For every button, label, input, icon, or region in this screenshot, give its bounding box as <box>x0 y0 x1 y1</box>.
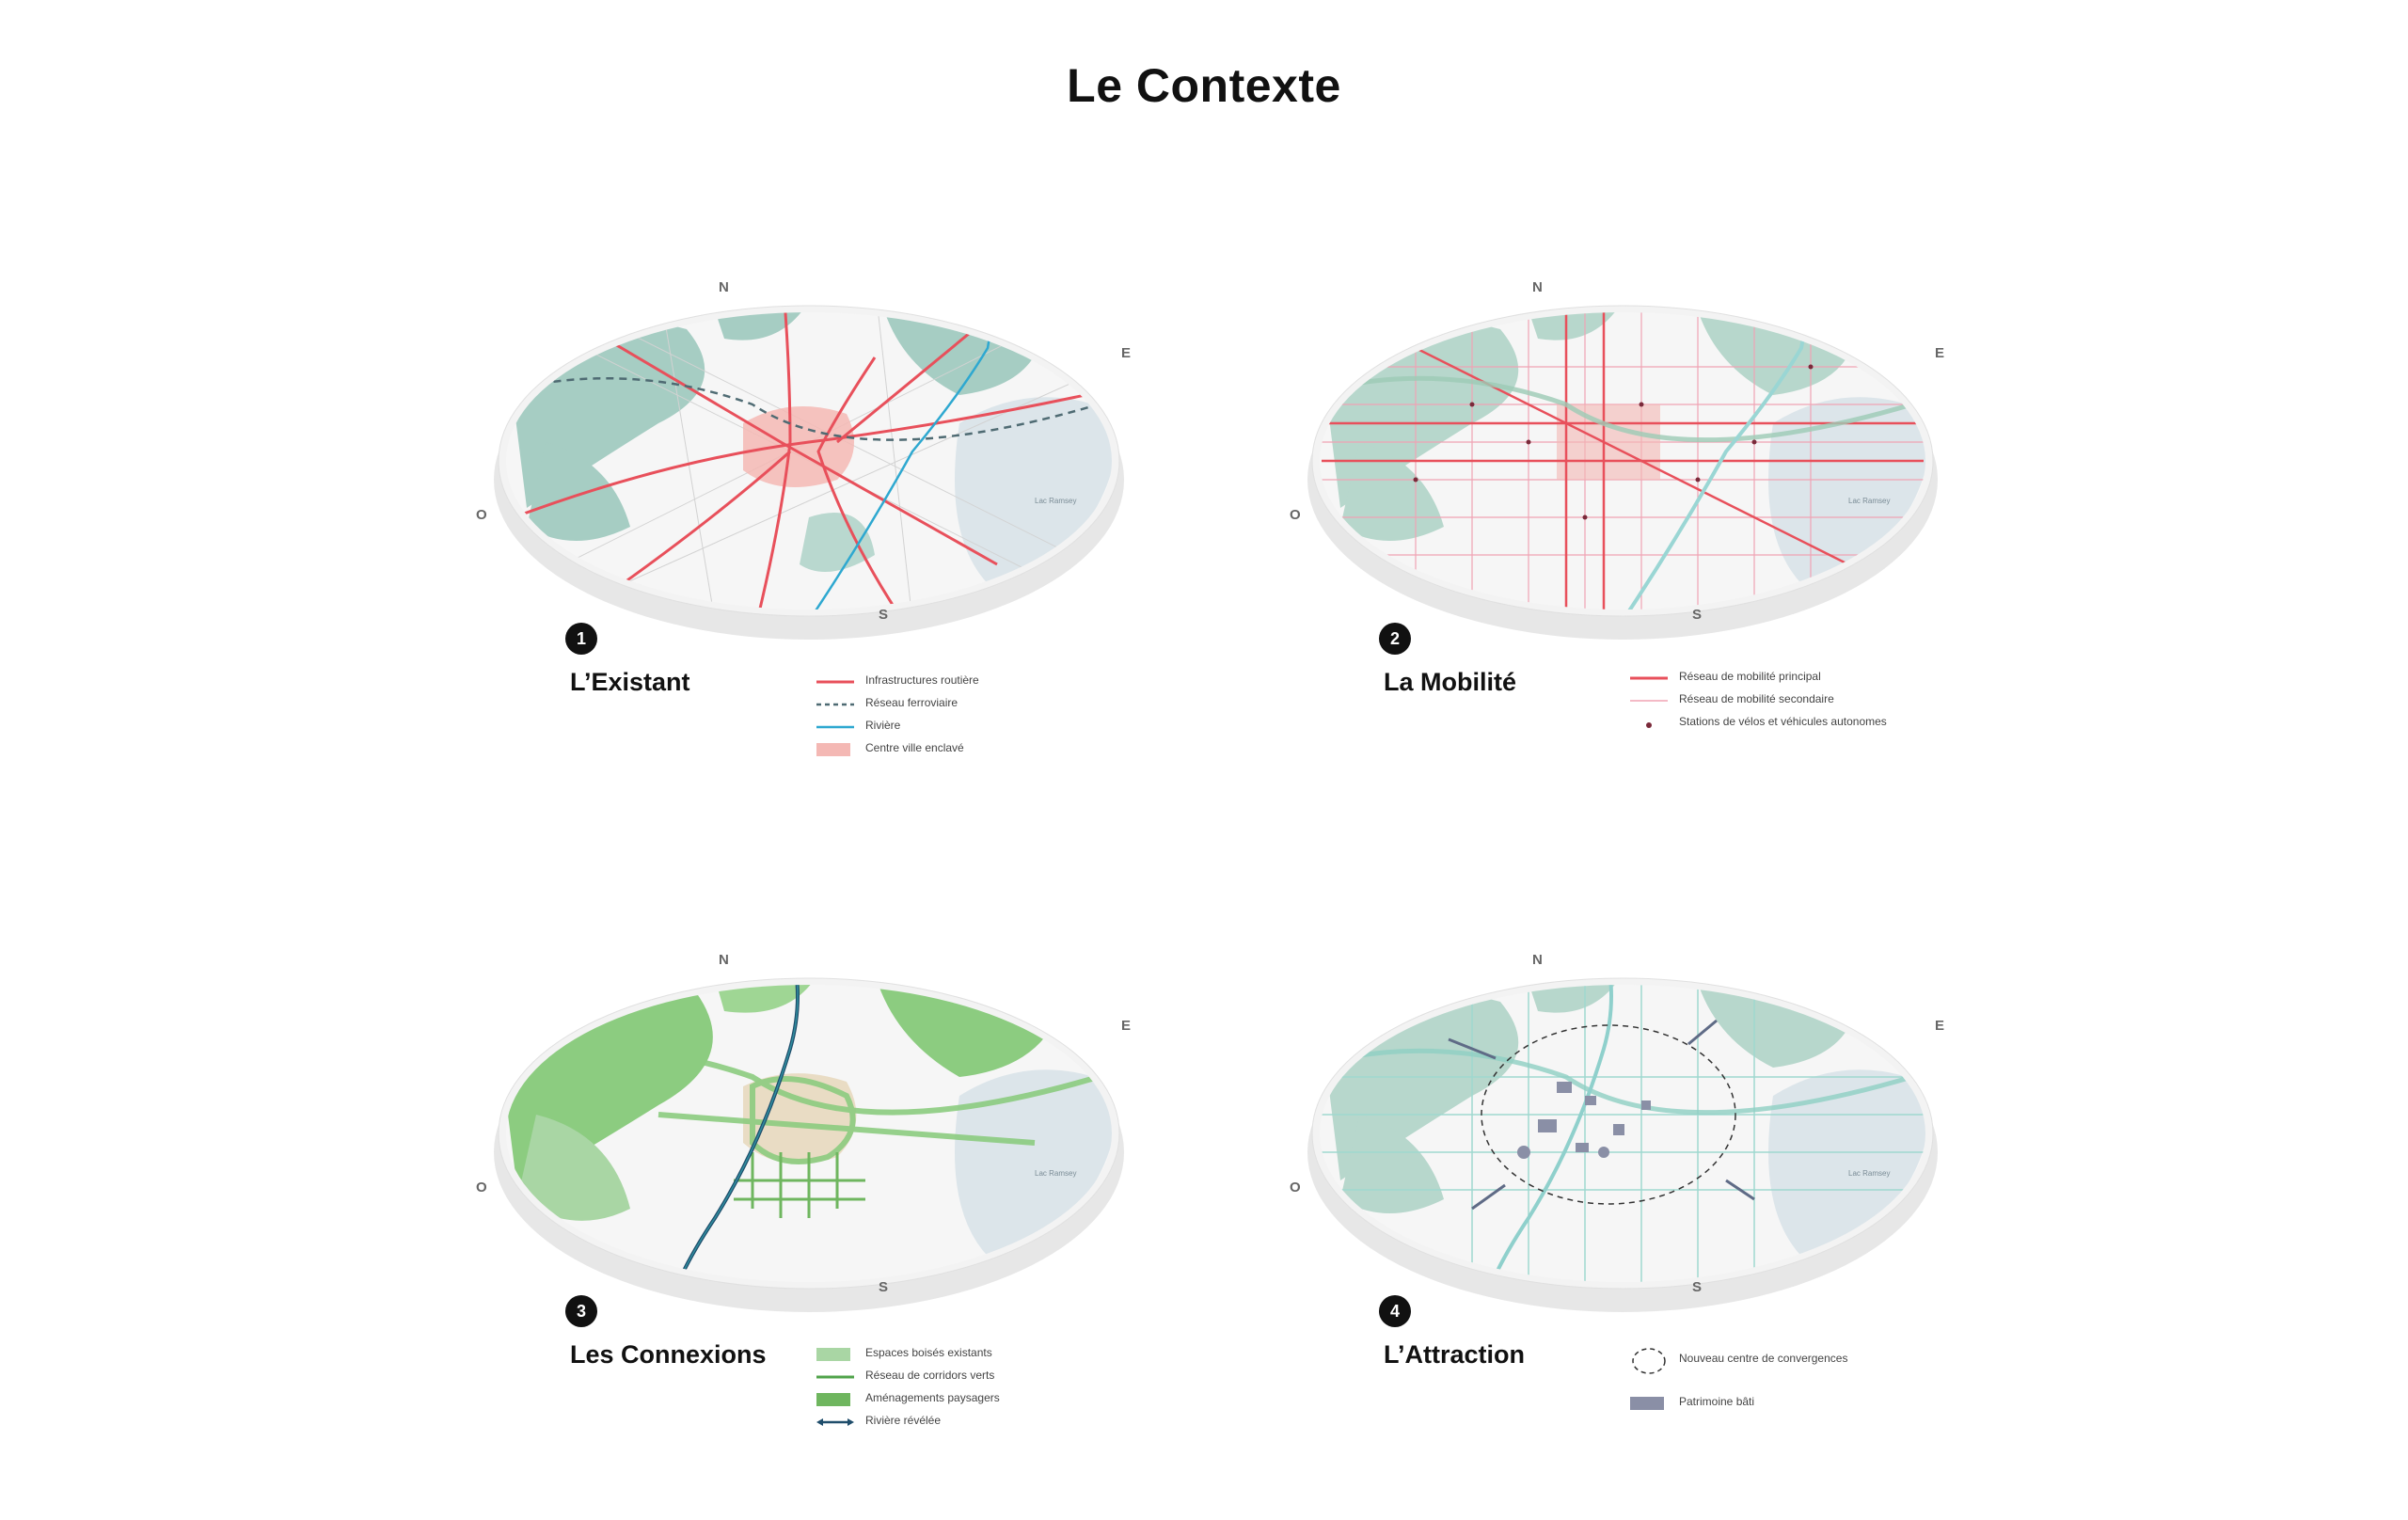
compass-s: S <box>879 607 888 623</box>
panel-number: 4 <box>1379 1295 1411 1327</box>
lake-label: Lac Ramsey <box>1848 1169 1890 1178</box>
line-swatch <box>816 725 854 729</box>
compass-o: O <box>1290 507 1301 523</box>
fill-swatch <box>816 743 850 756</box>
compass-s: S <box>1692 1279 1702 1295</box>
compass-n: N <box>719 279 729 295</box>
line-swatch <box>816 680 854 684</box>
compass-s: S <box>879 1279 888 1295</box>
compass-e: E <box>1121 1018 1131 1034</box>
compass-e: E <box>1935 1018 1944 1034</box>
compass-o: O <box>476 1180 487 1195</box>
map-mobilite: Lac Ramsey N E S O <box>1290 279 1944 640</box>
compass-s: S <box>1692 607 1702 623</box>
panel-mobilite: Lac Ramsey N E S O 2 La Mobilité Réseau … <box>1284 226 2225 828</box>
panel-attraction: Lac Ramsey N E S O 4 L’Attraction Nouvea… <box>1284 898 2225 1500</box>
dot-swatch <box>1646 722 1652 728</box>
lake-label: Lac Ramsey <box>1035 1169 1076 1178</box>
fill-swatch <box>1630 1397 1664 1410</box>
double-arrow-swatch <box>816 1418 854 1426</box>
fill-swatch <box>816 1393 850 1406</box>
dashed-circle-swatch <box>1632 1348 1666 1374</box>
panel-title: La Mobilité <box>1384 668 1516 696</box>
lake-label: Lac Ramsey <box>1848 497 1890 505</box>
panel-number: 2 <box>1379 623 1411 655</box>
panel-title: L’Existant <box>570 668 690 696</box>
compass-e: E <box>1121 345 1131 361</box>
compass-e: E <box>1935 345 1944 361</box>
page-title: Le Contexte <box>1067 59 1341 112</box>
compass-o: O <box>1290 1180 1301 1195</box>
compass-n: N <box>1532 279 1543 295</box>
compass-n: N <box>1532 952 1543 968</box>
panel-title: Les Connexions <box>570 1340 767 1369</box>
fill-swatch <box>816 1348 850 1361</box>
panel-title: L’Attraction <box>1384 1340 1526 1369</box>
thin-line-swatch <box>1630 700 1668 702</box>
panel-connexions: Lac Ramsey N E S O 3 Les Connexions Espa… <box>470 898 1411 1500</box>
panel-existant: Lac Ramsey N E S O 1 L’Existant Infrastr… <box>470 226 1411 828</box>
compass-o: O <box>476 507 487 523</box>
line-swatch <box>1630 676 1668 680</box>
lake-label: Lac Ramsey <box>1035 497 1076 505</box>
panel-number: 3 <box>565 1295 597 1327</box>
map-existant: Lac Ramsey N E S O <box>476 279 1131 640</box>
panel-number: 1 <box>565 623 597 655</box>
dashed-line-swatch <box>816 703 854 706</box>
compass-n: N <box>719 952 729 968</box>
line-swatch <box>816 1375 854 1379</box>
map-attraction: Lac Ramsey N E S O <box>1290 952 1944 1312</box>
map-connexions: Lac Ramsey N E S O <box>476 952 1131 1312</box>
